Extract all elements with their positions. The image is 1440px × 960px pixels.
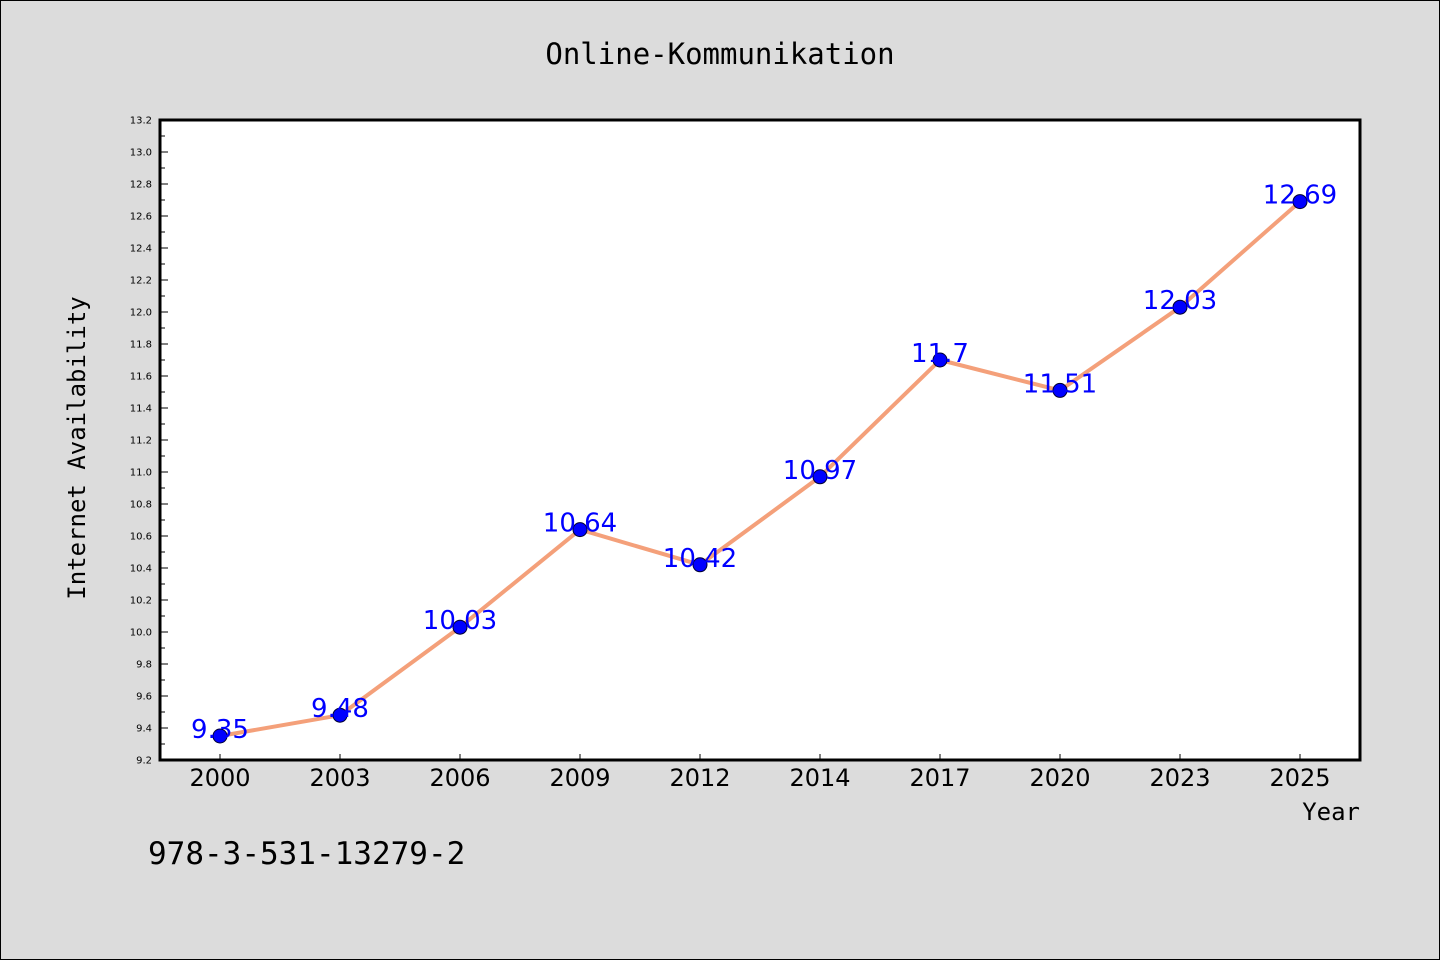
y-tick-label: 9.2 (136, 756, 152, 767)
y-tick-label: 13.0 (130, 148, 152, 159)
y-tick-label: 12.0 (130, 308, 152, 319)
x-tick-label: 2012 (669, 764, 730, 792)
y-axis: 9.2 9.4 9.6 9.8 10.0 10.2 10.4 10.6 10.8 11.0 11.2… (130, 116, 168, 767)
data-label: 12.03 (1143, 286, 1217, 316)
y-tick-label: 10.4 (130, 564, 152, 575)
data-point (572, 522, 588, 538)
y-tick-label: 12.2 (130, 276, 152, 287)
y-tick-label: 9.6 (136, 692, 152, 703)
y-tick-label: 11.6 (130, 372, 152, 383)
y-tick-label: 10.2 (130, 596, 152, 607)
data-label: 10.64 (543, 509, 617, 539)
data-label: 11.51 (1023, 369, 1097, 399)
x-tick-label: 2014 (789, 764, 850, 792)
data-label: 10.03 (423, 606, 497, 636)
x-tick-label: 2003 (309, 764, 370, 792)
data-labels: 9.35 9.48 10.03 10.64 10.42 10.97 11.7 11.51 12.… (191, 181, 1337, 745)
x-tick-label: 2020 (1029, 764, 1090, 792)
y-tick-label: 11.0 (130, 468, 152, 479)
data-point (212, 728, 228, 744)
x-tick-label: 2000 (189, 764, 250, 792)
data-point (332, 707, 348, 723)
data-point (452, 619, 468, 635)
y-tick-label: 12.8 (130, 180, 152, 191)
y-tick-label: 11.8 (130, 340, 152, 351)
data-point (1172, 299, 1188, 315)
series-line (218, 199, 1302, 738)
data-label: 9.35 (191, 715, 249, 745)
x-axis-label: Year (1302, 798, 1360, 826)
data-point (692, 557, 708, 573)
y-tick-label: 9.8 (136, 660, 152, 671)
data-label: 11.7 (911, 339, 969, 369)
x-tick-label: 2006 (429, 764, 490, 792)
y-tick-label: 12.4 (130, 244, 152, 255)
y-tick-label: 9.4 (136, 724, 152, 735)
data-point (812, 469, 828, 485)
data-label: 9.48 (311, 694, 369, 724)
x-axis: 2000 2003 2006 2009 2012 2014 2017 2020 2023 2025 (189, 754, 1331, 792)
data-point (932, 352, 948, 368)
plot-area (158, 118, 1362, 762)
x-tick-label: 2009 (549, 764, 610, 792)
y-axis-label: Internet Availability (63, 296, 91, 599)
data-label: 12.69 (1263, 181, 1337, 211)
y-tick-label: 10.0 (130, 628, 152, 639)
data-label: 10.42 (663, 544, 737, 574)
isbn-text: 978-3-531-13279-2 (148, 836, 465, 872)
series (212, 194, 1308, 744)
x-tick-label: 2025 (1269, 764, 1330, 792)
data-point (1292, 194, 1308, 210)
x-tick-label: 2017 (909, 764, 970, 792)
x-tick-label: 2023 (1149, 764, 1210, 792)
y-tick-label: 11.4 (130, 404, 152, 415)
y-tick-label: 10.6 (130, 532, 152, 543)
data-point (1052, 382, 1068, 398)
y-tick-label: 12.6 (130, 212, 152, 223)
y-tick-label: 11.2 (130, 436, 152, 447)
y-tick-label: 13.2 (130, 116, 152, 127)
y-tick-label: 10.8 (130, 500, 152, 511)
chart-title: Online-Kommunikation (545, 37, 894, 71)
data-label: 10.97 (783, 456, 857, 486)
